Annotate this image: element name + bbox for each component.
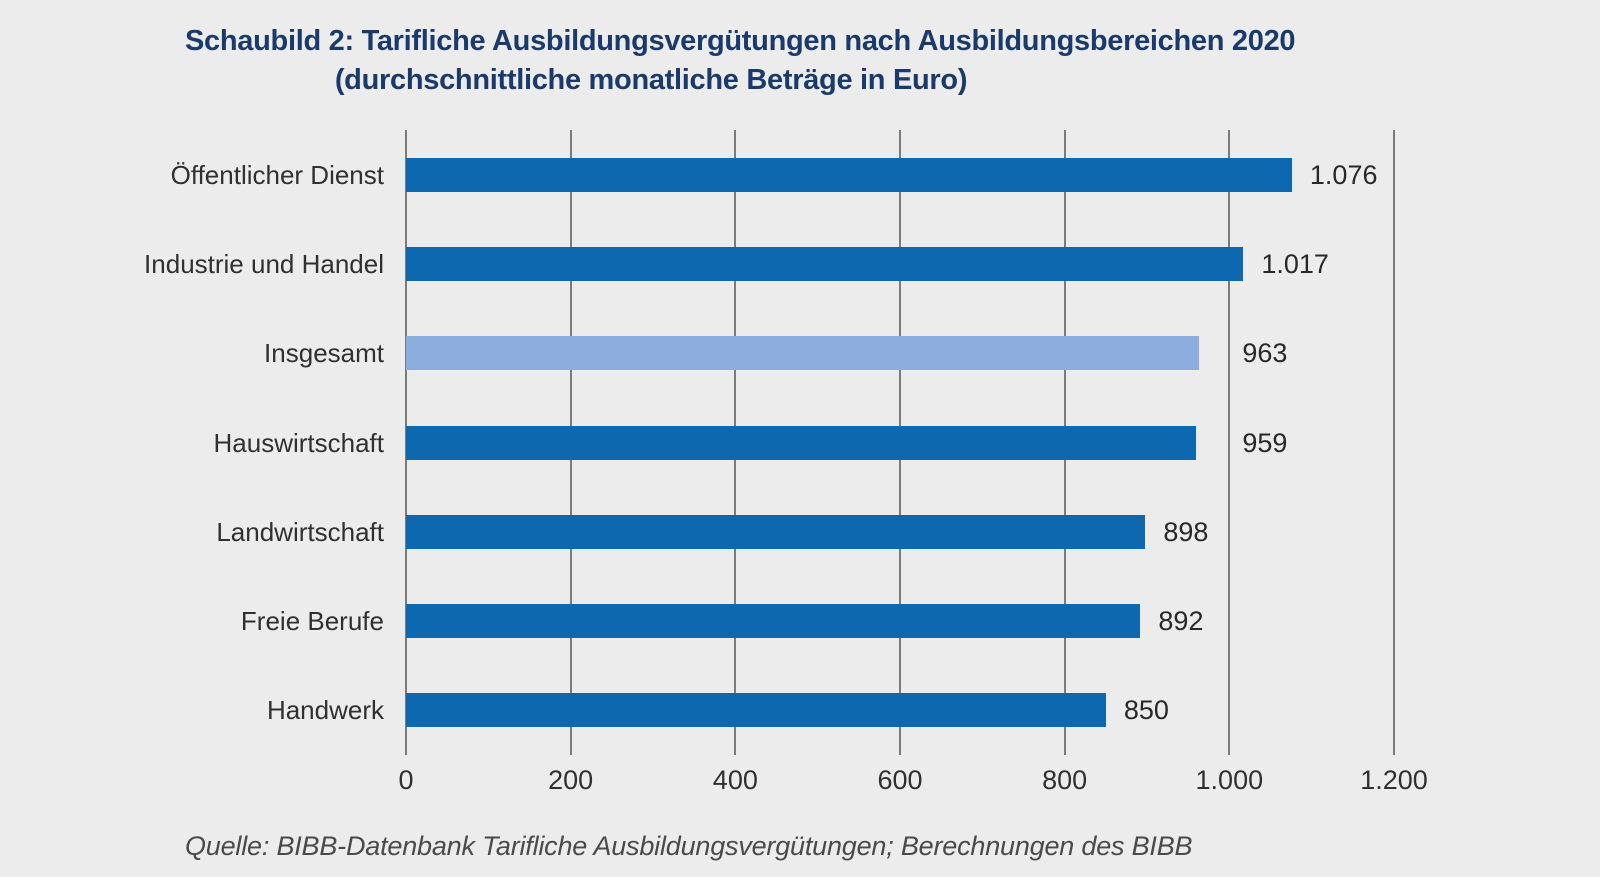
bar-hauswirtschaft: [406, 425, 1196, 460]
x-tick-label-800: 800: [1042, 765, 1088, 795]
category-label-industrie-und-handel: Industrie und Handel: [144, 248, 384, 279]
gridline-1200: [1393, 130, 1395, 755]
value-label-landwirtschaft: 898: [1163, 516, 1209, 547]
chart-title-line1: Schaubild 2: Tarifliche Ausbildungsvergü…: [185, 25, 1296, 57]
bar-landwirtschaft: [406, 514, 1146, 549]
x-tick-label-1200: 1.200: [1360, 765, 1428, 795]
value-label-industrie-und-handel: 1.017: [1261, 248, 1329, 279]
chart-title-line2: (durchschnittliche monatliche Beträge in…: [334, 64, 968, 96]
value-label-offentlicher-dienst: 1.076: [1309, 159, 1378, 190]
plot-area: 1.076 1.017 963 959 898 892 850: [405, 130, 1395, 755]
value-label-handwerk: 850: [1123, 695, 1169, 726]
bar-offentlicher-dienst: [406, 157, 1292, 192]
x-tick-label-600: 600: [877, 765, 923, 795]
source-note: Quelle: BIBB-Datenbank Tarifliche Ausbil…: [185, 831, 1193, 861]
category-label-handwerk: Handwerk: [266, 695, 384, 726]
chart-title: Schaubild 2: Tarifliche Ausbildungsvergü…: [185, 22, 1296, 100]
bar-freie-berufe: [406, 604, 1141, 639]
x-tick-label-1000: 1.000: [1195, 765, 1264, 795]
category-label-offentlicher-dienst: Öffentlicher Dienst: [170, 159, 384, 190]
x-tick-label-0: 0: [398, 765, 414, 795]
x-tick-label-200: 200: [548, 765, 594, 795]
x-tick-label-400: 400: [712, 765, 758, 795]
gridline-1000: [1228, 130, 1231, 755]
category-label-hauswirtschaft: Hauswirtschaft: [213, 427, 385, 458]
bar-industrie-und-handel: [406, 246, 1244, 281]
value-label-insgesamt: 963: [1242, 338, 1288, 369]
category-label-landwirtschaft: Landwirtschaft: [216, 516, 384, 547]
bar-handwerk: [406, 693, 1106, 728]
category-label-freie-berufe: Freie Berufe: [240, 606, 384, 637]
bar-insgesamt: [406, 336, 1199, 371]
category-label-insgesamt: Insgesamt: [264, 338, 384, 369]
value-label-hauswirtschaft: 959: [1242, 427, 1288, 458]
value-label-freie-berufe: 892: [1158, 606, 1204, 637]
